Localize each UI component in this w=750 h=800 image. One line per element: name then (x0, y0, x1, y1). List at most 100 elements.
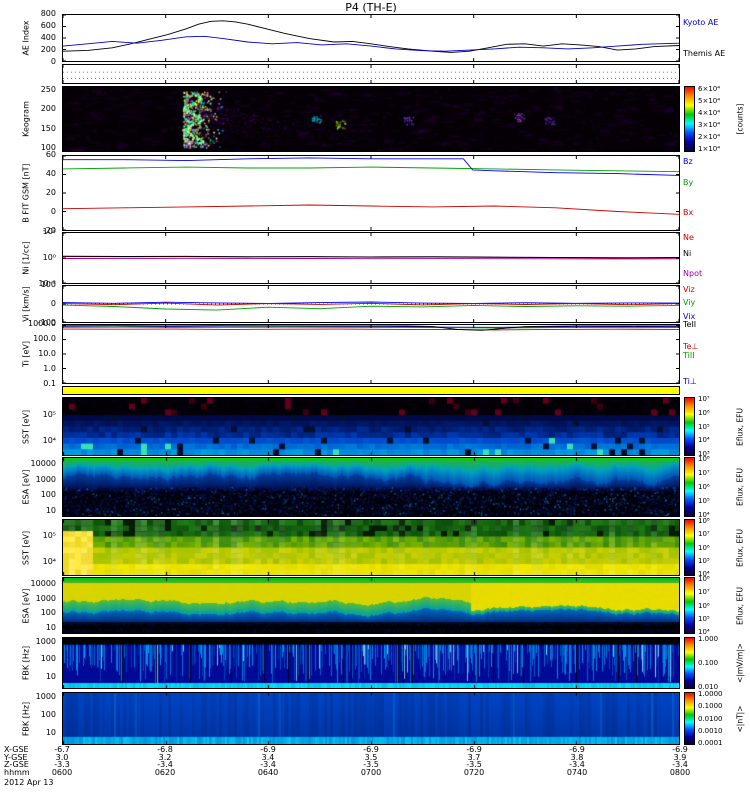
colorbar-tick-label: 0.1000 (698, 702, 723, 711)
y-tick-label: 10000 (30, 459, 56, 469)
y-tick-label: 1000.0 (28, 319, 56, 328)
xaxis-value: -3.4 (569, 760, 585, 769)
xaxis-value: 3.4 (261, 752, 275, 762)
colorbar-tick-label: 10⁶ (698, 543, 710, 552)
colorbar-tick-label: 10³ (698, 449, 710, 458)
y-tick-label: 200 (40, 104, 56, 114)
legend-label: Ti⊥ (683, 376, 697, 386)
xaxis-value: 3.0 (55, 752, 69, 762)
y-tick-label: 200 (40, 45, 56, 54)
esa_e-spectrogram (63, 578, 679, 633)
y-tick-label: 0 (50, 57, 56, 66)
xaxis-value: 3.8 (570, 752, 584, 762)
colorbar-label: <|mV/m|> (735, 643, 745, 683)
legend-label: By (683, 177, 694, 187)
colorbar-tick-label: 10⁷ (698, 530, 710, 539)
series-Viy (63, 304, 679, 311)
y-tick-label: 10 (45, 672, 56, 682)
legend-label: Ni (683, 249, 692, 259)
y-tick-label: 10² (42, 227, 56, 236)
sst_i-spectrogram (63, 398, 679, 455)
y-tick-label: 10⁰ (42, 253, 56, 262)
y-tick-label: 10 (45, 506, 56, 515)
colorbar-label: [counts] (735, 103, 745, 135)
panel-ti (62, 324, 680, 384)
legend-label: Kyoto AE (683, 17, 719, 27)
colorbar-tick-label: 10⁵ (698, 614, 710, 623)
xaxis-value: -3.4 (157, 760, 173, 769)
xaxis-value: -6.8 (157, 745, 173, 754)
colorbar-tick-label: 10⁵ (698, 496, 710, 505)
y-tick-label: 40 (45, 169, 56, 178)
panel-ae (62, 14, 680, 62)
y-tick-label: 100.0 (33, 334, 56, 343)
xaxis-value: -6.9 (363, 745, 379, 754)
colorbar-tick-label: 10⁷ (698, 395, 710, 404)
vi-plot (63, 286, 679, 322)
legend-label: Bz (683, 156, 693, 166)
y-tick-label: 1.0 (43, 364, 56, 373)
date-label: 2012 Apr 13 (4, 778, 54, 787)
colorbar-sst_e (684, 519, 695, 576)
series-Npot (63, 257, 679, 260)
xaxis-value: 0740 (566, 767, 588, 777)
legend-label: Viz (683, 285, 695, 294)
xaxis-value: 0620 (154, 767, 176, 777)
xaxis-row-label: Y-GSE (4, 752, 28, 762)
series-Ni (63, 255, 679, 259)
series-Kyoto AE (63, 20, 679, 53)
y-tick-label: 0.1 (43, 379, 56, 388)
xaxis-value: 3.9 (673, 752, 687, 762)
colorbar-keogram (684, 86, 695, 152)
colorbar-tick-label: 3×10⁴ (698, 121, 721, 130)
legend-label: Bx (683, 208, 694, 218)
colorbar-fbk_e (684, 637, 695, 689)
ni-plot (63, 233, 679, 283)
legend-label: TeII (683, 319, 697, 329)
y-tick-label: 100 (40, 709, 56, 719)
xaxis-value: 0700 (360, 767, 382, 777)
xaxis-row-label: Z-GSE (4, 760, 29, 769)
xaxis-value: -3.3 (54, 760, 70, 769)
y-tick-label: 1000 (35, 474, 56, 484)
colorbar-tick-label: 0.0100 (698, 714, 723, 723)
xaxis-value: -6.9 (672, 745, 688, 754)
fbk_b-spectrogram (63, 693, 679, 744)
colorbar-tick-label: 0.0001 (698, 738, 723, 747)
esa_i-spectrogram (63, 458, 679, 516)
colorbar-tick-label: 2×10⁴ (698, 133, 721, 142)
series-Bz (63, 157, 679, 176)
xaxis-value: 0600 (51, 767, 73, 777)
colorbar-tick-label: 4×10⁴ (698, 108, 721, 117)
y-tick-label: 1000 (35, 637, 56, 647)
y-tick-label: 10000 (30, 578, 56, 588)
colorbar-esa_e (684, 577, 695, 634)
colorbar-tick-label: 0.010 (698, 682, 719, 691)
ti-plot (63, 325, 679, 383)
y-tick-label: 150 (40, 123, 56, 133)
y-tick-label: 600 (40, 21, 56, 30)
y-tick-label: 10⁴ (42, 436, 56, 446)
y-tick-label: 100 (40, 608, 56, 618)
colorbar-tick-label: 1.0000 (698, 690, 723, 699)
colorbar-label: Eflux, EFU (735, 528, 745, 567)
series-Themis AE (63, 35, 679, 52)
colorbar-tick-label: 10⁶ (698, 408, 710, 417)
y-tick-label: 10⁵ (42, 409, 56, 419)
series-Bx (63, 204, 679, 215)
series-By (63, 166, 679, 173)
colorbar-tick-label: 10⁴ (698, 436, 710, 445)
y-tick-label: 20 (45, 188, 56, 197)
legend-label: Vix (683, 311, 696, 321)
y-tick-label: 1000 (35, 593, 56, 603)
colorbar-label: Eflux, EFU (735, 407, 745, 446)
colorbar-tick-label: 5×10⁴ (698, 96, 721, 105)
xaxis-value: 0640 (257, 767, 279, 777)
y-tick-label: 10.0 (38, 349, 56, 358)
legend-label: Viy (683, 297, 696, 307)
y-tick-label: -20 (42, 226, 56, 235)
xaxis-value: 0800 (669, 767, 691, 777)
panel-flagbar (62, 386, 680, 395)
colorbar-tick-label: 1×10⁴ (698, 145, 721, 154)
y-tick-label: 0 (50, 299, 56, 308)
